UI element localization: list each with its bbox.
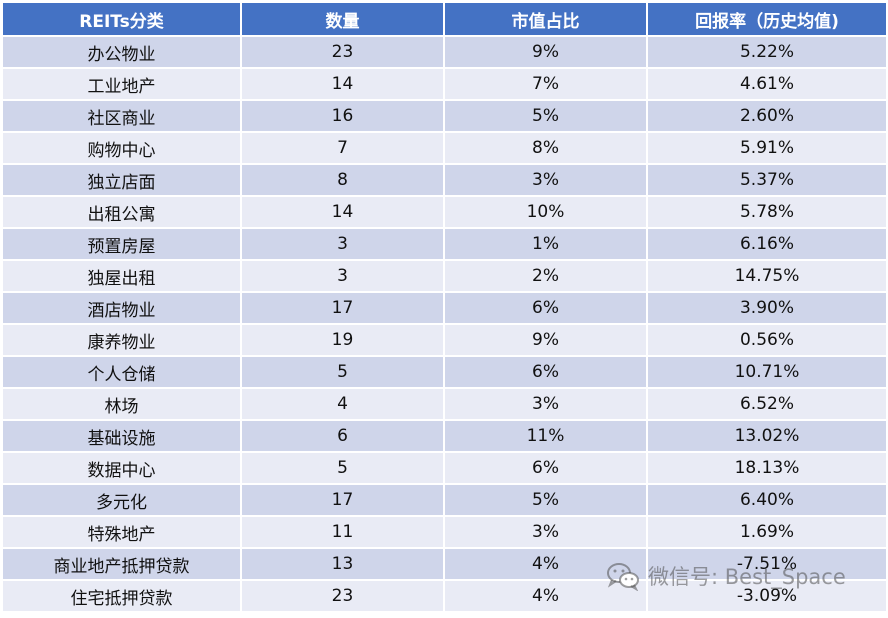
- cell-return: -3.09%: [646, 579, 888, 613]
- table-row: 特殊地产 11 3% 1.69%: [1, 515, 888, 549]
- header-count: 数量: [240, 1, 445, 37]
- cell-count: 16: [240, 99, 445, 133]
- table-row: 购物中心 7 8% 5.91%: [1, 131, 888, 165]
- cell-count: 13: [240, 547, 445, 581]
- table-row: 社区商业 16 5% 2.60%: [1, 99, 888, 133]
- table-row: 林场 4 3% 6.52%: [1, 387, 888, 421]
- cell-market-share: 3%: [443, 387, 648, 421]
- cell-count: 3: [240, 259, 445, 293]
- cell-category: 多元化: [1, 483, 242, 517]
- cell-return: -7.51%: [646, 547, 888, 581]
- cell-market-share: 11%: [443, 419, 648, 453]
- cell-market-share: 3%: [443, 163, 648, 197]
- cell-count: 23: [240, 35, 445, 69]
- cell-return: 5.78%: [646, 195, 888, 229]
- cell-category: 基础设施: [1, 419, 242, 453]
- cell-category: 数据中心: [1, 451, 242, 485]
- table-body: 办公物业 23 9% 5.22% 工业地产 14 7% 4.61% 社区商业 16 5% 2.60% 购…: [1, 35, 888, 613]
- cell-return: 1.69%: [646, 515, 888, 549]
- header-market-share: 市值占比: [443, 1, 648, 37]
- table-row: 康养物业 19 9% 0.56%: [1, 323, 888, 357]
- cell-category: 酒店物业: [1, 291, 242, 325]
- cell-return: 18.13%: [646, 451, 888, 485]
- table-row: 出租公寓 14 10% 5.78%: [1, 195, 888, 229]
- cell-market-share: 2%: [443, 259, 648, 293]
- cell-return: 5.22%: [646, 35, 888, 69]
- cell-market-share: 6%: [443, 291, 648, 325]
- cell-market-share: 8%: [443, 131, 648, 165]
- header-return: 回报率（历史均值): [646, 1, 888, 37]
- cell-return: 6.40%: [646, 483, 888, 517]
- cell-count: 3: [240, 227, 445, 261]
- table-row: 独屋出租 3 2% 14.75%: [1, 259, 888, 293]
- cell-count: 14: [240, 195, 445, 229]
- table-row: 工业地产 14 7% 4.61%: [1, 67, 888, 101]
- cell-count: 19: [240, 323, 445, 357]
- cell-category: 林场: [1, 387, 242, 421]
- header-category: REITs分类: [1, 1, 242, 37]
- cell-category: 独屋出租: [1, 259, 242, 293]
- cell-category: 康养物业: [1, 323, 242, 357]
- cell-return: 10.71%: [646, 355, 888, 389]
- cell-count: 17: [240, 291, 445, 325]
- cell-count: 17: [240, 483, 445, 517]
- cell-category: 住宅抵押贷款: [1, 579, 242, 613]
- table-row: 独立店面 8 3% 5.37%: [1, 163, 888, 197]
- table-row: 商业地产抵押贷款 13 4% -7.51%: [1, 547, 888, 581]
- cell-category: 工业地产: [1, 67, 242, 101]
- cell-return: 3.90%: [646, 291, 888, 325]
- table-row: 基础设施 6 11% 13.02%: [1, 419, 888, 453]
- cell-count: 14: [240, 67, 445, 101]
- cell-return: 14.75%: [646, 259, 888, 293]
- cell-market-share: 4%: [443, 579, 648, 613]
- cell-count: 6: [240, 419, 445, 453]
- table-row: 数据中心 5 6% 18.13%: [1, 451, 888, 485]
- cell-market-share: 7%: [443, 67, 648, 101]
- cell-market-share: 6%: [443, 355, 648, 389]
- cell-return: 2.60%: [646, 99, 888, 133]
- cell-category: 预置房屋: [1, 227, 242, 261]
- cell-market-share: 9%: [443, 35, 648, 69]
- cell-count: 11: [240, 515, 445, 549]
- table-row: 多元化 17 5% 6.40%: [1, 483, 888, 517]
- cell-count: 5: [240, 355, 445, 389]
- cell-return: 6.16%: [646, 227, 888, 261]
- table-row: 个人仓储 5 6% 10.71%: [1, 355, 888, 389]
- cell-return: 5.91%: [646, 131, 888, 165]
- cell-category: 特殊地产: [1, 515, 242, 549]
- cell-market-share: 4%: [443, 547, 648, 581]
- cell-category: 办公物业: [1, 35, 242, 69]
- cell-count: 8: [240, 163, 445, 197]
- cell-category: 出租公寓: [1, 195, 242, 229]
- cell-count: 4: [240, 387, 445, 421]
- cell-count: 5: [240, 451, 445, 485]
- cell-return: 5.37%: [646, 163, 888, 197]
- cell-return: 0.56%: [646, 323, 888, 357]
- cell-market-share: 1%: [443, 227, 648, 261]
- cell-market-share: 9%: [443, 323, 648, 357]
- table-row: 预置房屋 3 1% 6.16%: [1, 227, 888, 261]
- cell-return: 4.61%: [646, 67, 888, 101]
- table-row: 住宅抵押贷款 23 4% -3.09%: [1, 579, 888, 613]
- cell-market-share: 6%: [443, 451, 648, 485]
- cell-market-share: 5%: [443, 99, 648, 133]
- cell-category: 独立店面: [1, 163, 242, 197]
- cell-return: 13.02%: [646, 419, 888, 453]
- cell-category: 商业地产抵押贷款: [1, 547, 242, 581]
- table-row: 酒店物业 17 6% 3.90%: [1, 291, 888, 325]
- cell-count: 23: [240, 579, 445, 613]
- cell-category: 社区商业: [1, 99, 242, 133]
- table-header-row: REITs分类 数量 市值占比 回报率（历史均值): [1, 1, 888, 37]
- cell-market-share: 5%: [443, 483, 648, 517]
- cell-market-share: 3%: [443, 515, 648, 549]
- cell-count: 7: [240, 131, 445, 165]
- cell-market-share: 10%: [443, 195, 648, 229]
- cell-return: 6.52%: [646, 387, 888, 421]
- table-row: 办公物业 23 9% 5.22%: [1, 35, 888, 69]
- cell-category: 个人仓储: [1, 355, 242, 389]
- cell-category: 购物中心: [1, 131, 242, 165]
